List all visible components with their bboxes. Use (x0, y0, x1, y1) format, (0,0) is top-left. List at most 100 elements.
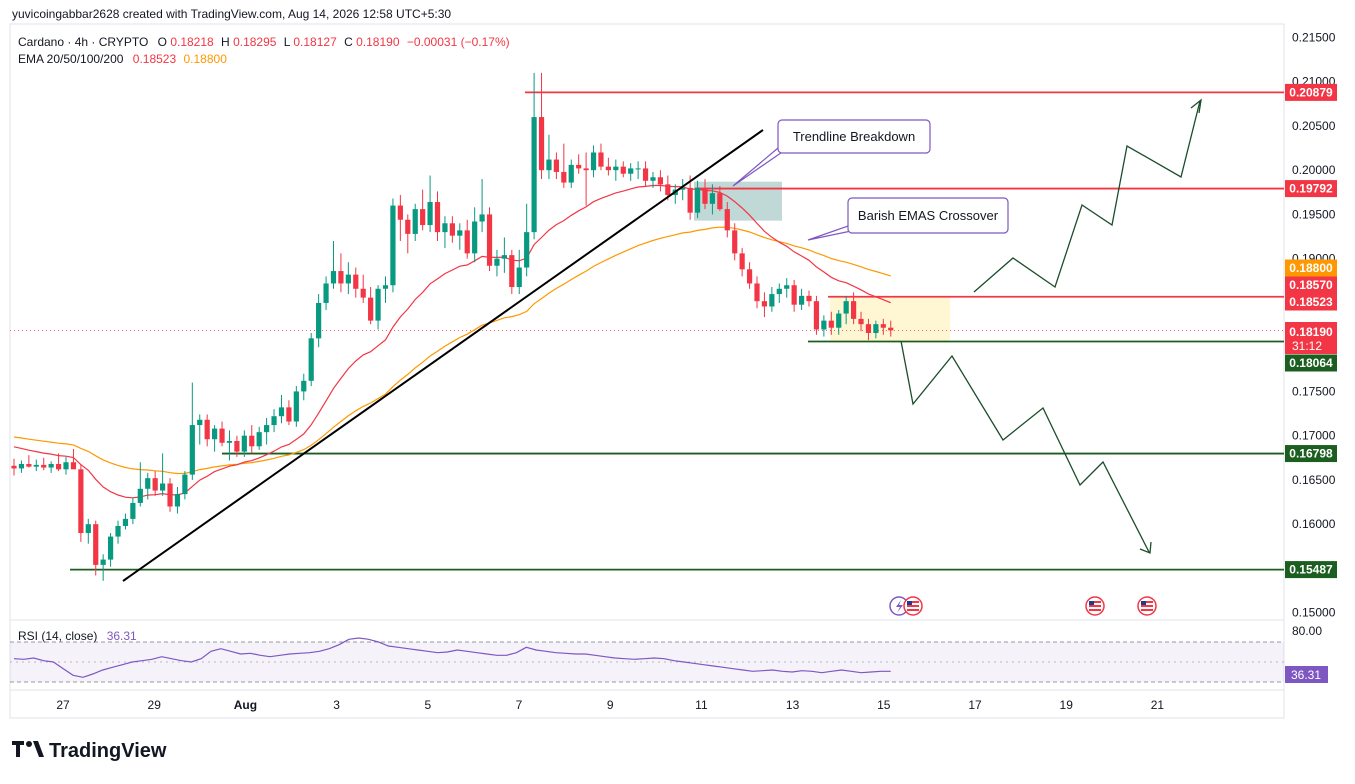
price-badge (1285, 180, 1337, 198)
candle-body (130, 502, 136, 519)
candle-body (174, 494, 181, 507)
candle-body (26, 464, 32, 467)
x-tick-label: 19 (1060, 698, 1074, 712)
candle-body (769, 294, 775, 307)
price-badge (1285, 293, 1337, 311)
candle-body (449, 223, 455, 236)
x-tick-label: 27 (56, 698, 70, 712)
logo-dot (26, 741, 32, 747)
tradingview-logo[interactable]: TradingView (12, 740, 167, 762)
y-tick-label: 0.17500 (1292, 384, 1336, 398)
candle-body (11, 465, 17, 469)
candle-body (798, 295, 805, 305)
current-price-value: 0.18190 (1289, 325, 1333, 339)
legend-line-1: Cardano · 4h · CRYPTO O 0.18218 H 0.1829… (18, 35, 510, 49)
candle-body (264, 425, 270, 433)
us-flag-icon[interactable] (1085, 596, 1105, 616)
logo-text: TradingView (49, 740, 167, 762)
candle-body (568, 164, 574, 183)
candle-body (590, 152, 597, 171)
rsi-legend: RSI (14, close) 36.31 (18, 629, 137, 643)
candle-body (85, 524, 91, 534)
rsi-series (13, 637, 891, 678)
us-flag-icon[interactable] (903, 596, 923, 616)
price-badge-value: 0.18800 (1289, 261, 1333, 275)
candle-body (338, 271, 344, 284)
candle-body (345, 274, 351, 284)
candle-body (100, 559, 106, 565)
candle-body (293, 391, 299, 422)
candle-body (516, 267, 522, 288)
price-badge-value: 0.15487 (1289, 563, 1333, 577)
time-axis[interactable]: 27 29 Aug 3 5 7 9 11 13 15 17 19 21 (56, 698, 1164, 712)
candle-body (18, 464, 25, 469)
event-markers[interactable] (889, 596, 1157, 616)
candle-body (464, 230, 470, 254)
candle-body (145, 478, 151, 489)
x-tick-label: 17 (968, 698, 982, 712)
candle-body (865, 324, 872, 334)
candle-body (308, 338, 314, 381)
callout-box (777, 119, 931, 154)
candle-body (204, 419, 210, 440)
candle-body (583, 168, 589, 171)
ema-crossover-callout: Barish EMAS Crossover (807, 197, 1009, 241)
candle-body (709, 193, 716, 204)
candle-body (717, 193, 723, 210)
candle-body (397, 205, 403, 220)
candle-body (888, 327, 894, 331)
candle-body (330, 271, 337, 284)
rsi-value: 36.31 (107, 629, 137, 643)
logo-mark (12, 741, 24, 757)
bearish-arrowhead (1139, 541, 1152, 554)
candle-body (412, 209, 418, 234)
x-tick-label: 13 (786, 698, 800, 712)
us-flag-icon[interactable] (1137, 596, 1157, 616)
candle-body (316, 302, 322, 339)
open-label: O (158, 35, 167, 49)
change-value: −0.00031 (−0.17%) (407, 35, 510, 49)
ema-label: EMA 20/50/100/200 (18, 52, 124, 66)
rsi-badge-value: 36.31 (1291, 668, 1321, 682)
candle-body (754, 283, 760, 302)
candle-body (836, 313, 842, 328)
candle-body (642, 168, 649, 181)
x-tick-label: 29 (148, 698, 162, 712)
candle-body (189, 425, 195, 475)
close-value: 0.18190 (356, 35, 400, 49)
candle-body (850, 301, 857, 319)
rsi-pane[interactable]: RSI (14, close) 36.31 80.00 36.31 (10, 624, 1328, 683)
candle-body (286, 407, 292, 422)
candle-body (538, 117, 545, 171)
candle-body (732, 230, 738, 254)
symbol-line: Cardano · 4h · CRYPTO (18, 35, 148, 49)
trendline-callout: Trendline Breakdown (732, 119, 931, 187)
candle-body (687, 187, 693, 213)
candle-body (553, 159, 559, 172)
rsi-line (13, 637, 891, 678)
candles (11, 72, 894, 581)
drawings (122, 98, 1202, 582)
candle-body (390, 205, 396, 286)
legend-line-2: EMA 20/50/100/200 0.18523 0.18800 (18, 52, 227, 66)
price-badges: 0.20879 0.19792 0.18800 0.18570 0.18523 0.180… (1285, 83, 1337, 579)
candle-body (434, 202, 441, 233)
candle-body (249, 435, 255, 447)
candle-body (382, 285, 389, 289)
high-label: H (221, 35, 230, 49)
candle-body (278, 407, 285, 417)
bar-countdown: 31:12 (1292, 339, 1322, 353)
candle-body (880, 324, 886, 328)
price-badge-value: 0.16798 (1289, 447, 1333, 461)
x-tick-label: 3 (333, 698, 340, 712)
candle-body (137, 488, 143, 503)
y-tick-label: 0.19500 (1292, 207, 1336, 221)
candle-body (160, 483, 166, 491)
candle-body (813, 301, 820, 330)
y-tick-label: 0.20000 (1292, 163, 1336, 177)
candle-body (152, 478, 158, 491)
candle-body (457, 230, 463, 236)
price-badge-value: 0.20879 (1289, 85, 1333, 99)
